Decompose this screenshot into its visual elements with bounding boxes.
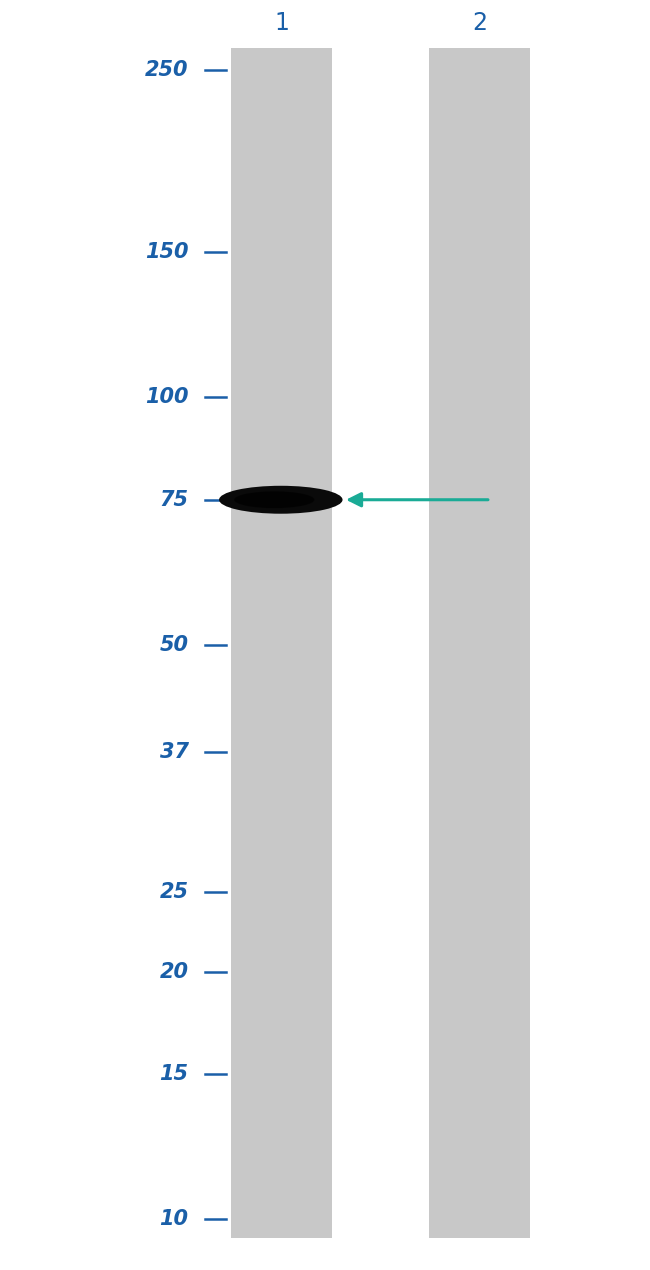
Text: 37: 37 [159,742,188,762]
Bar [429,48,530,1238]
Text: 250: 250 [145,60,188,80]
Text: 50: 50 [159,635,188,654]
Text: 100: 100 [145,387,188,406]
Ellipse shape [219,486,343,514]
Text: 2: 2 [472,11,488,34]
Text: 150: 150 [145,243,188,262]
Text: 25: 25 [159,883,188,902]
Bar [231,48,332,1238]
Text: 10: 10 [159,1209,188,1229]
Text: 75: 75 [159,490,188,509]
Text: 1: 1 [274,11,289,34]
Text: 20: 20 [159,961,188,982]
Ellipse shape [234,491,315,508]
Text: 15: 15 [159,1064,188,1085]
